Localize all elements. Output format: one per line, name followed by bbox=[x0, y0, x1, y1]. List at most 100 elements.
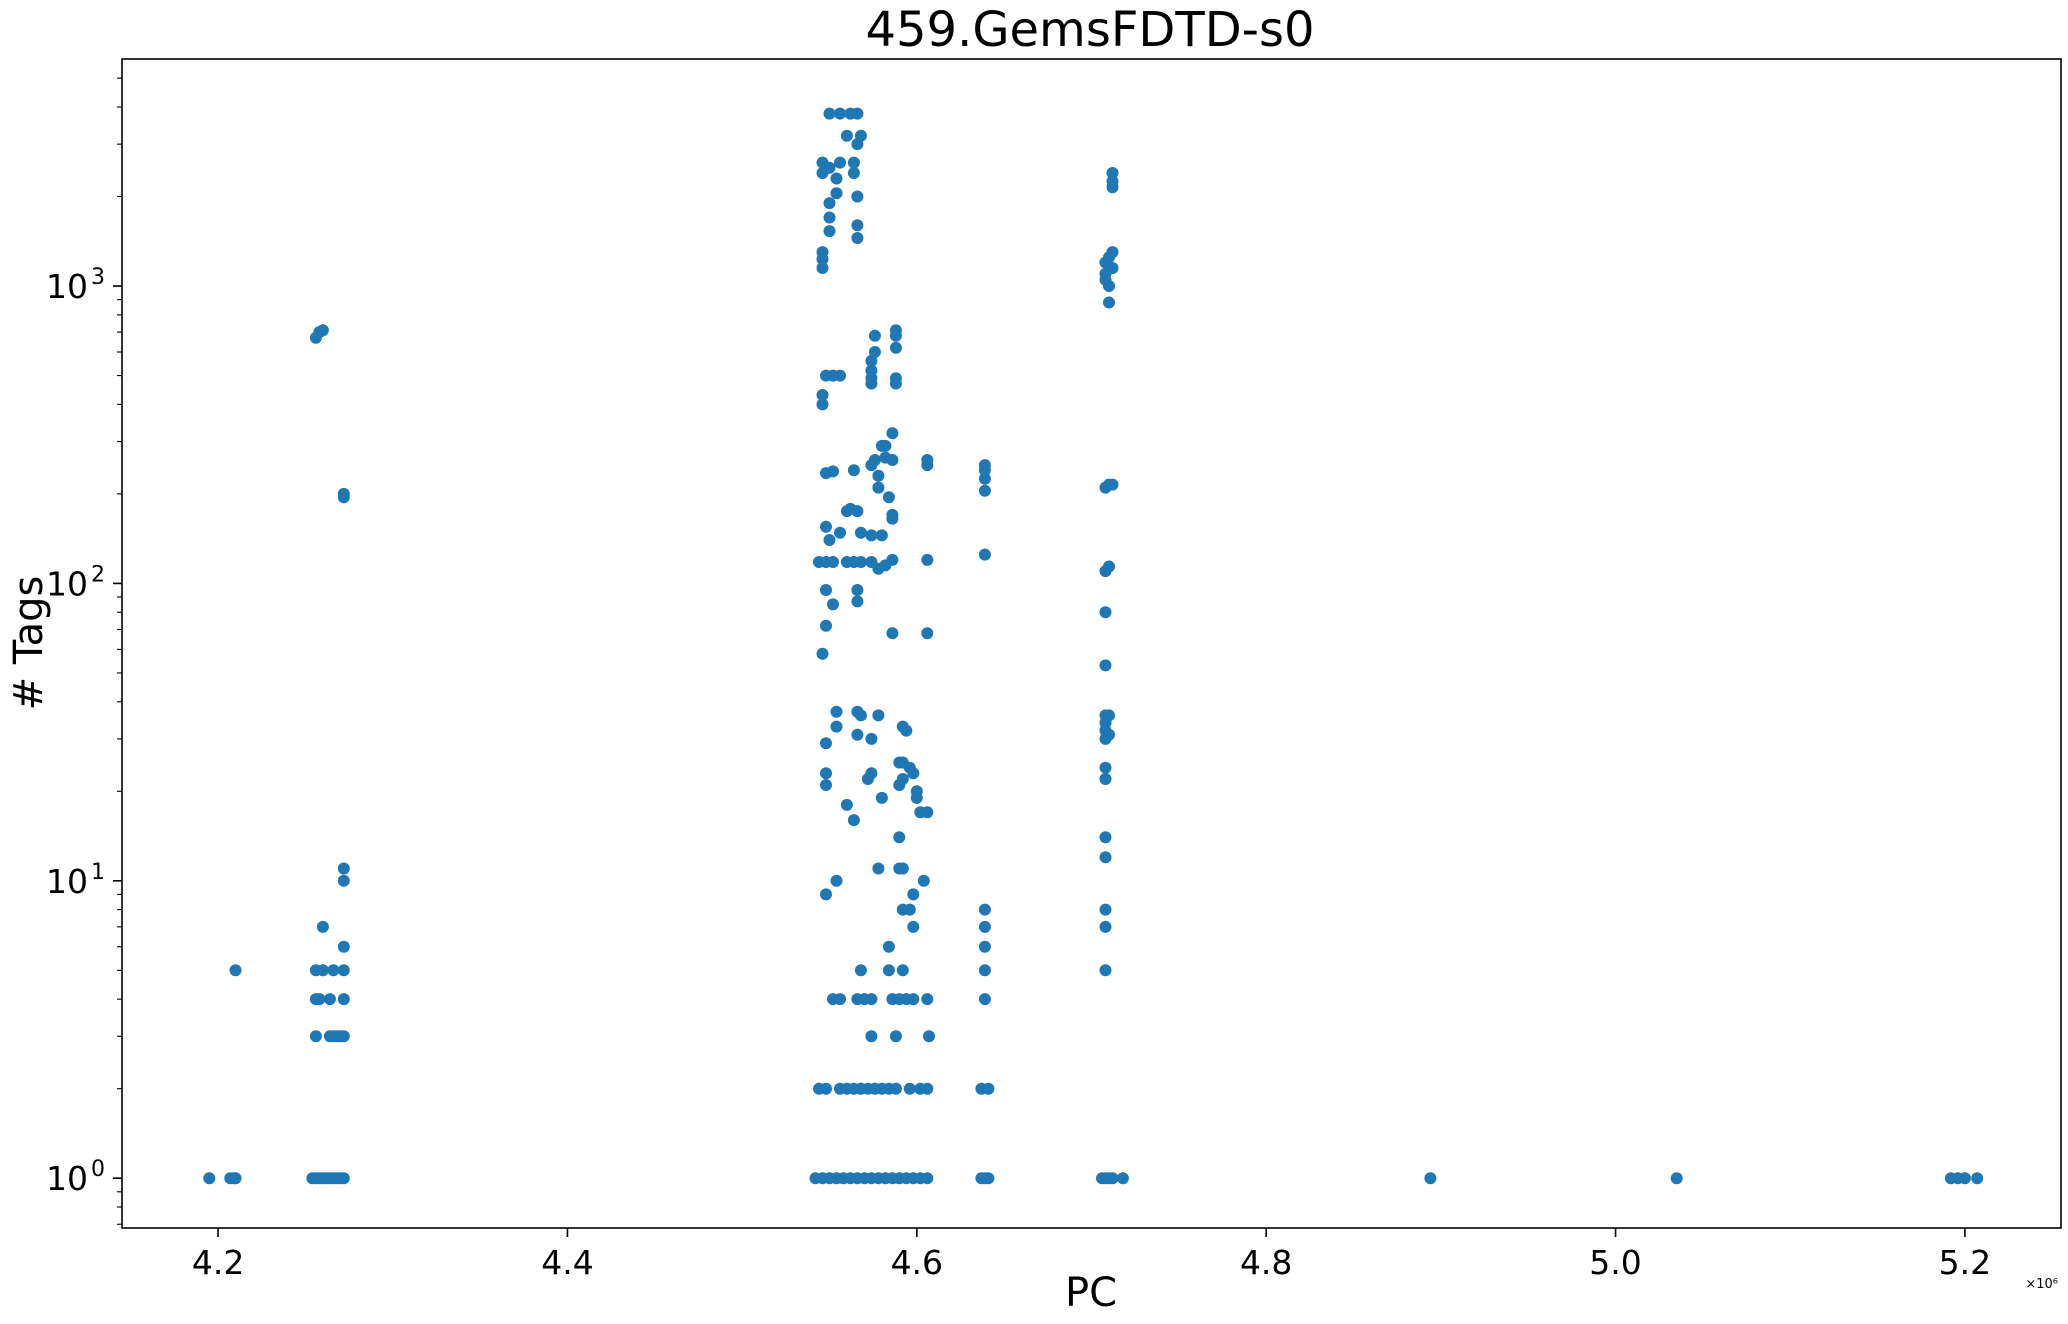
data-point bbox=[886, 454, 899, 466]
data-point bbox=[851, 728, 864, 741]
data-point bbox=[903, 1082, 916, 1095]
data-point bbox=[921, 454, 934, 466]
data-point bbox=[921, 1172, 934, 1185]
data-point bbox=[1103, 280, 1115, 292]
data-point bbox=[868, 346, 881, 358]
data-point bbox=[978, 903, 991, 916]
data-point bbox=[823, 197, 836, 210]
x-tick-label: 4.4 bbox=[541, 1243, 593, 1282]
data-point bbox=[816, 389, 829, 401]
data-point bbox=[847, 156, 860, 169]
data-point bbox=[1106, 246, 1119, 259]
data-point bbox=[854, 709, 867, 722]
y-tick-exponent: 3 bbox=[91, 265, 105, 290]
data-point bbox=[1971, 1172, 1984, 1185]
data-point bbox=[865, 364, 878, 377]
data-point bbox=[1099, 903, 1112, 916]
data-point bbox=[896, 862, 909, 875]
data-point bbox=[865, 1030, 878, 1043]
data-point bbox=[865, 767, 878, 780]
x-axis-label: PC bbox=[1065, 1270, 1117, 1316]
data-point bbox=[893, 831, 906, 844]
data-point bbox=[840, 798, 853, 811]
data-point bbox=[1099, 831, 1112, 844]
data-point bbox=[229, 964, 242, 977]
data-point bbox=[907, 993, 920, 1006]
data-point bbox=[921, 627, 934, 640]
data-point bbox=[851, 505, 864, 518]
data-point bbox=[337, 874, 350, 887]
data-point bbox=[316, 920, 329, 933]
x-axis: 4.2 4.4 4.6 4.8 5.0 5.2 bbox=[192, 1228, 1991, 1282]
data-point bbox=[823, 225, 836, 238]
data-point bbox=[830, 172, 843, 185]
data-point bbox=[1106, 1172, 1119, 1185]
data-point bbox=[203, 1172, 216, 1185]
data-point bbox=[978, 548, 991, 561]
data-point bbox=[816, 246, 829, 259]
data-point bbox=[921, 553, 934, 566]
data-point bbox=[978, 964, 991, 977]
data-point bbox=[1103, 728, 1115, 741]
data-point bbox=[851, 232, 864, 244]
data-point bbox=[907, 888, 920, 901]
data-point bbox=[882, 491, 895, 504]
data-point bbox=[820, 584, 832, 596]
data-point bbox=[1106, 167, 1119, 179]
data-point bbox=[886, 508, 899, 521]
data-point bbox=[889, 1030, 902, 1043]
y-tick-label: 10 bbox=[46, 564, 88, 603]
data-point bbox=[854, 964, 867, 977]
data-point bbox=[327, 964, 340, 977]
data-point bbox=[820, 737, 832, 750]
data-point bbox=[875, 529, 888, 542]
data-point bbox=[840, 129, 853, 142]
data-point bbox=[820, 767, 832, 780]
data-point bbox=[1106, 262, 1119, 274]
data-point bbox=[872, 709, 885, 722]
data-point bbox=[1103, 709, 1115, 722]
data-point bbox=[882, 940, 895, 953]
data-point bbox=[1670, 1172, 1683, 1185]
data-point bbox=[851, 138, 864, 151]
data-point bbox=[896, 756, 909, 769]
data-point bbox=[823, 107, 836, 120]
data-point bbox=[816, 647, 829, 660]
data-point bbox=[907, 767, 920, 780]
data-point bbox=[337, 940, 350, 953]
data-point bbox=[1099, 851, 1112, 864]
x-tick-label: 4.2 bbox=[192, 1243, 244, 1282]
data-point bbox=[921, 1082, 934, 1095]
data-point bbox=[834, 156, 846, 169]
data-point bbox=[834, 526, 846, 539]
y-tick-label: 10 bbox=[46, 1159, 88, 1198]
data-point bbox=[851, 595, 864, 608]
data-point bbox=[823, 211, 836, 224]
data-point bbox=[337, 993, 350, 1006]
data-point bbox=[982, 1172, 995, 1185]
data-point bbox=[1099, 761, 1112, 774]
data-point bbox=[229, 1172, 242, 1185]
data-point bbox=[1958, 1172, 1971, 1185]
data-point bbox=[820, 619, 832, 632]
y-tick-exponent: 1 bbox=[91, 860, 105, 885]
data-point bbox=[896, 773, 909, 785]
y-tick-label: 10 bbox=[46, 267, 88, 306]
data-points bbox=[203, 107, 1984, 1185]
data-point bbox=[889, 341, 902, 354]
data-point bbox=[854, 526, 867, 539]
data-point bbox=[882, 964, 895, 977]
data-point bbox=[1103, 560, 1115, 573]
data-point bbox=[337, 1030, 350, 1043]
data-point bbox=[1106, 478, 1119, 491]
plot-frame bbox=[121, 58, 2062, 1229]
data-point bbox=[851, 584, 864, 596]
data-point bbox=[865, 993, 878, 1006]
data-point bbox=[923, 1030, 935, 1043]
data-point bbox=[820, 779, 832, 791]
data-point bbox=[978, 920, 991, 933]
data-point bbox=[921, 806, 934, 819]
data-point bbox=[889, 324, 902, 337]
data-point bbox=[921, 993, 934, 1006]
